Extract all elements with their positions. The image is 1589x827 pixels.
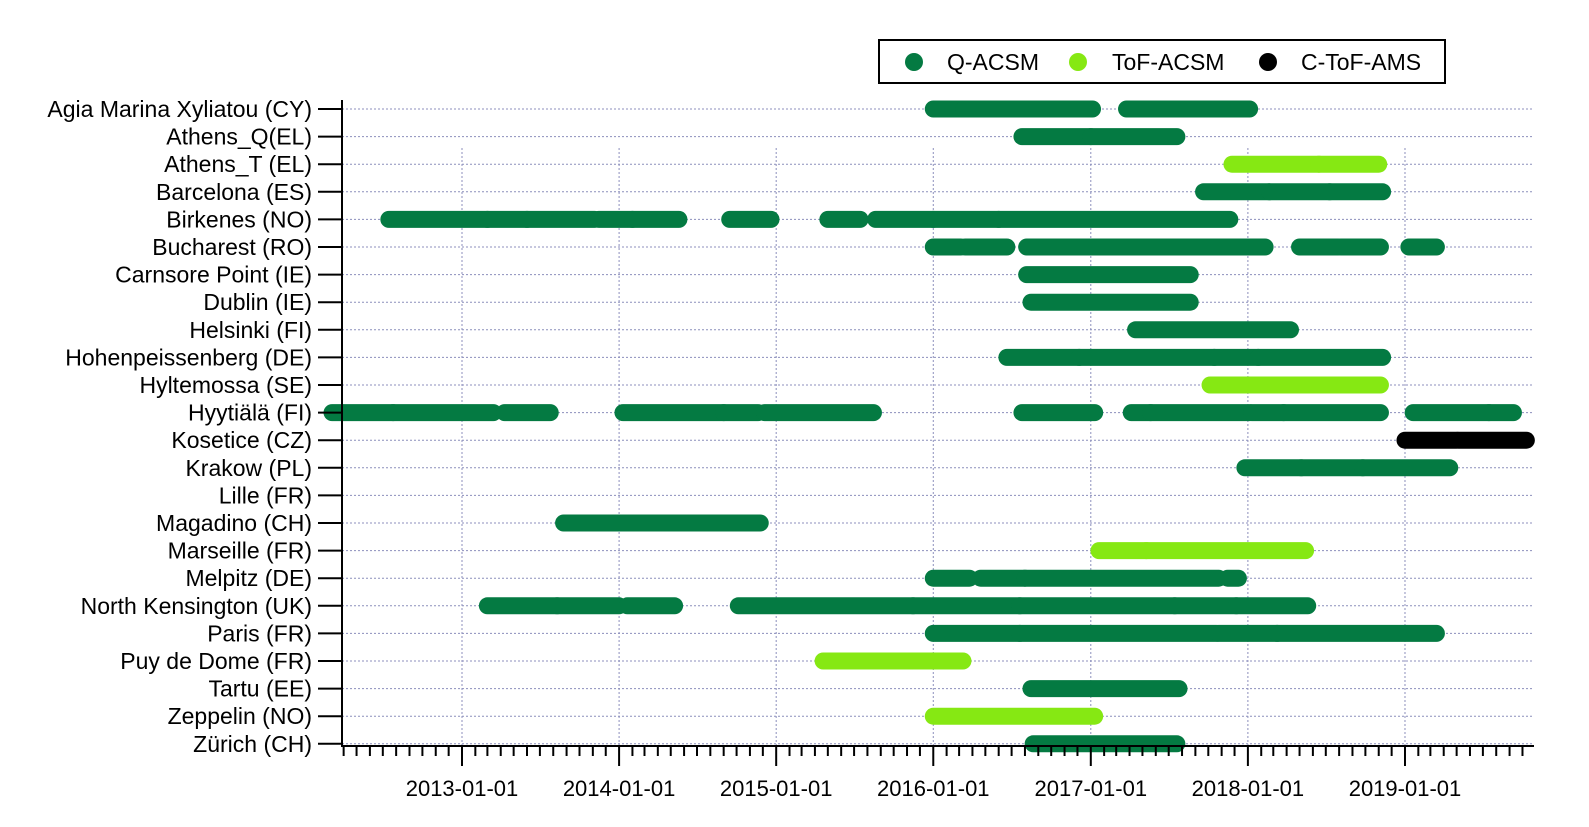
site-labels: Agia Marina Xyliatou (CY)Athens_Q(EL)Ath…: [47, 96, 312, 757]
site-label: Athens_Q(EL): [166, 124, 312, 150]
grid: [342, 108, 1533, 746]
legend-label: Q-ACSM: [947, 49, 1039, 75]
x-tick-label: 2015-01-01: [720, 776, 833, 801]
site-label: Krakow (PL): [185, 455, 312, 481]
x-tick-label: 2018-01-01: [1192, 776, 1305, 801]
site-label: Melpitz (DE): [185, 565, 312, 591]
x-tick-label: 2019-01-01: [1349, 776, 1462, 801]
site-label: Birkenes (NO): [166, 206, 312, 232]
x-tick-label: 2017-01-01: [1035, 776, 1148, 801]
legend-label: C-ToF-AMS: [1301, 49, 1421, 75]
legend-marker: [1259, 53, 1277, 71]
site-label: Marseille (FR): [168, 538, 312, 564]
site-label: Barcelona (ES): [156, 179, 312, 205]
site-label: Dublin (IE): [203, 289, 312, 315]
legend-marker: [905, 53, 923, 71]
site-label: North Kensington (UK): [81, 593, 312, 619]
site-label: Lille (FR): [219, 482, 312, 508]
site-label: Tartu (EE): [208, 676, 312, 702]
measurement-periods: [323, 100, 1535, 753]
site-label: Paris (FR): [207, 620, 312, 646]
x-tick-label: 2016-01-01: [877, 776, 990, 801]
site-label: Athens_T (EL): [164, 151, 312, 177]
legend-box: [878, 39, 1446, 84]
site-label: Zeppelin (NO): [168, 703, 312, 729]
site-label: Zürich (CH): [193, 731, 312, 757]
site-label: Kosetice (CZ): [171, 427, 312, 453]
legend-marker: [1069, 53, 1087, 71]
site-label: Puy de Dome (FR): [120, 648, 312, 674]
legend-label: ToF-ACSM: [1112, 49, 1224, 75]
site-label: Hyltemossa (SE): [139, 372, 312, 398]
x-tick-label: 2014-01-01: [563, 776, 676, 801]
x-tick-label: 2013-01-01: [406, 776, 519, 801]
site-label: Agia Marina Xyliatou (CY): [47, 96, 312, 122]
site-label: Helsinki (FI): [189, 317, 312, 343]
site-label: Hyytiälä (FI): [188, 400, 312, 426]
site-label: Hohenpeissenberg (DE): [65, 344, 312, 370]
site-label: Magadino (CH): [156, 510, 312, 536]
legend: Q-ACSM ToF-ACSM C-ToF-AMS: [878, 39, 1446, 84]
site-label: Carnsore Point (IE): [115, 262, 312, 288]
site-label: Bucharest (RO): [152, 234, 312, 260]
axes: [318, 100, 1534, 766]
date-tick-labels: 2013-01-01 2014-01-01 2015-01-01 2016-01-01…: [406, 776, 1462, 801]
